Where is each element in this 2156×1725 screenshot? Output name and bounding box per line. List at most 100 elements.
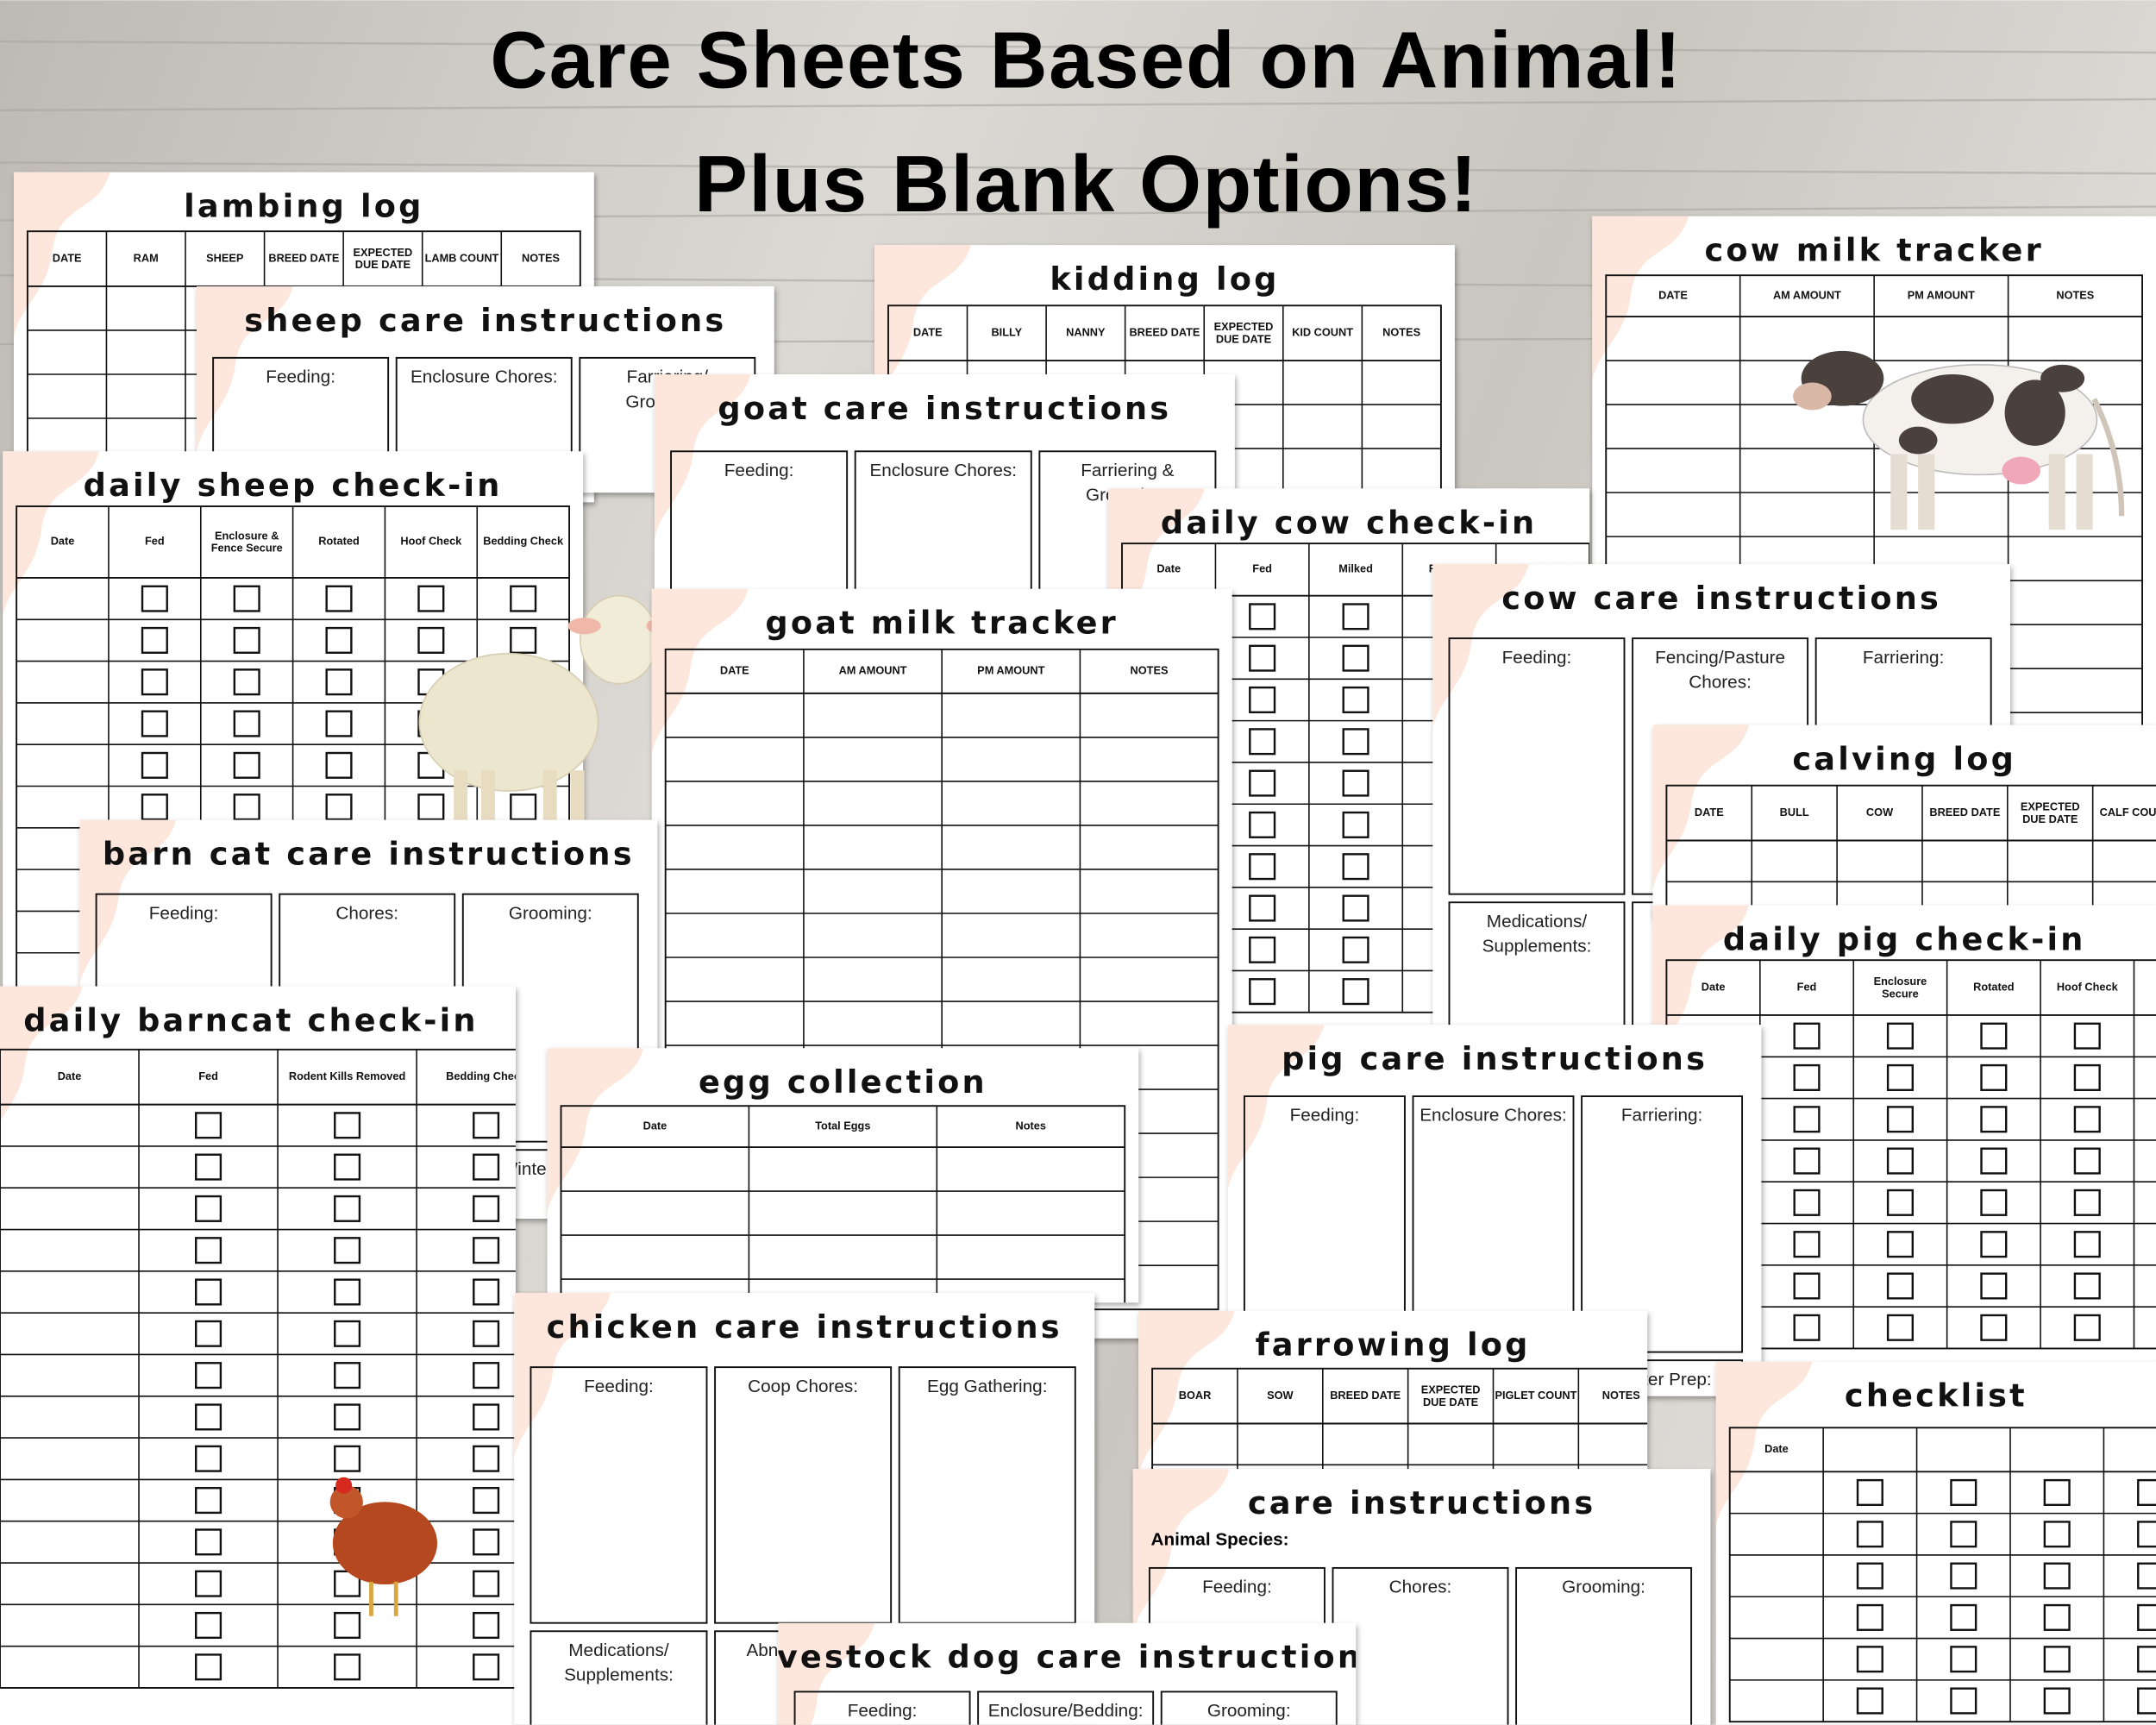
column-header-box: Enclosure & Fence Secure <box>211 530 283 555</box>
checkbox <box>510 585 537 612</box>
section-box <box>530 1366 708 1624</box>
checkbox <box>1886 1272 1914 1300</box>
column-header: COW <box>1865 806 1894 819</box>
column-header: Date <box>642 1120 667 1133</box>
section-label-box: Enclosure Chores: <box>1420 1104 1567 1126</box>
section-label-box: Grooming: <box>1562 1576 1645 1596</box>
checkbox <box>195 1362 222 1389</box>
section-box <box>1160 1690 1338 1725</box>
checkbox <box>2137 1603 2156 1631</box>
sheet-title: care instructions <box>1248 1484 1595 1521</box>
section-label: Feeding: <box>584 1375 654 1396</box>
column-header: DATE <box>719 665 749 678</box>
column-header: Milked <box>1338 563 1373 576</box>
checkbox <box>141 751 168 779</box>
section-label: Enclosure Chores: <box>1420 1104 1567 1126</box>
column-header-box: Date <box>1764 1443 1789 1455</box>
checkbox <box>1342 894 1369 922</box>
checkbox <box>1793 1063 1821 1091</box>
column-header-box: Notes <box>1016 1120 1046 1132</box>
table-frame <box>560 1105 1126 1303</box>
checkbox <box>2073 1231 2101 1258</box>
section-box <box>1515 1566 1693 1725</box>
column-header: Rotated <box>318 536 360 549</box>
cow-leg <box>2048 454 2065 530</box>
section-label: Medications/ Supplements: <box>1482 910 1592 956</box>
sheet-title: goat milk tracker <box>765 605 1119 642</box>
checkbox <box>473 1403 500 1431</box>
section-label-box: Feeding: <box>724 459 794 480</box>
sheet-title: calving log <box>1792 741 2016 778</box>
checkbox <box>1249 769 1276 797</box>
checkbox <box>2137 1478 2156 1507</box>
checkbox <box>334 1362 361 1389</box>
checkbox <box>473 1362 500 1389</box>
corner-blob <box>79 819 177 985</box>
column-header-box: LAMB COUNT <box>425 253 499 265</box>
checkbox <box>2043 1478 2071 1507</box>
section-box <box>793 1690 971 1725</box>
sheet-title: lambing log <box>184 188 423 225</box>
checkbox <box>1950 1603 1977 1631</box>
column-header-box: BREED DATE <box>1330 1389 1401 1402</box>
section-label: Feeding: <box>1501 646 1572 668</box>
column-header: EXPECTED DUE DATE <box>353 246 413 272</box>
column-header-box: Total Eggs <box>815 1120 870 1132</box>
cow-patch <box>2004 380 2065 446</box>
chicken-head <box>329 1485 363 1519</box>
column-header: PIGLET COUNT <box>1495 1389 1577 1402</box>
checkbox <box>195 1195 222 1222</box>
corner-blob <box>654 373 751 540</box>
column-header: SHEEP <box>206 252 244 266</box>
column-header-box: Date <box>51 536 75 548</box>
section-box <box>1581 1359 1744 1396</box>
checkbox <box>1980 1106 2008 1133</box>
column-header: EXPECTED DUE DATE <box>1213 320 1274 346</box>
section-label-box: Farriering: <box>1862 646 1945 668</box>
column-header-box: NOTES <box>1602 1389 1640 1402</box>
column-header-box: DATE <box>913 327 943 339</box>
column-header: Enclosure Secure <box>1873 975 1927 1000</box>
column-header-box: CALF COUNT <box>2100 806 2156 819</box>
checkbox <box>2073 1063 2101 1091</box>
checkbox <box>1342 936 1369 963</box>
corner-blob <box>196 285 293 452</box>
checkbox <box>1342 728 1369 756</box>
checkbox <box>325 668 353 696</box>
column-header: AM AMOUNT <box>838 665 907 678</box>
checkbox <box>325 751 353 779</box>
checkbox <box>2073 1272 2101 1300</box>
checkbox <box>1886 1314 1914 1341</box>
checkbox <box>1980 1147 2008 1175</box>
checkbox <box>473 1278 500 1306</box>
column-header: Fed <box>198 1070 218 1083</box>
section-box <box>1448 637 1626 895</box>
sheet-title: daily pig check-in <box>1723 920 2086 957</box>
sheet: checklist Date <box>1715 1361 2156 1723</box>
checkbox <box>1249 686 1276 714</box>
column-header: Rodent Kills Removed <box>288 1070 406 1083</box>
column-header-box: PM AMOUNT <box>977 665 1044 677</box>
section-label: Feeding: <box>1289 1104 1360 1126</box>
section-label-box: Feeding: <box>848 1700 918 1721</box>
checkbox <box>2073 1314 2101 1341</box>
corner-blob <box>0 986 83 1121</box>
checkbox <box>417 626 445 654</box>
table-frame <box>1728 1427 2156 1723</box>
section-label: Farriering: <box>1862 646 1945 668</box>
column-header: BREED DATE <box>1929 806 2001 819</box>
section-label: Feeding: <box>724 459 794 480</box>
corner-blob <box>874 245 971 411</box>
checkbox <box>325 794 353 821</box>
sheet: daily barncat check-in Date Fed Rodent Kill… <box>0 986 516 1689</box>
section-box <box>1448 901 1626 1032</box>
column-header-box: BILLY <box>991 327 1022 339</box>
checkbox <box>195 1278 222 1306</box>
sheet-title: pig care instructions <box>1282 1040 1708 1077</box>
checkbox <box>2137 1687 2156 1715</box>
checkbox <box>2137 1562 2156 1590</box>
checkbox <box>1342 978 1369 1006</box>
column-header: NOTES <box>2056 289 2095 303</box>
corner-blob <box>1592 216 1689 381</box>
